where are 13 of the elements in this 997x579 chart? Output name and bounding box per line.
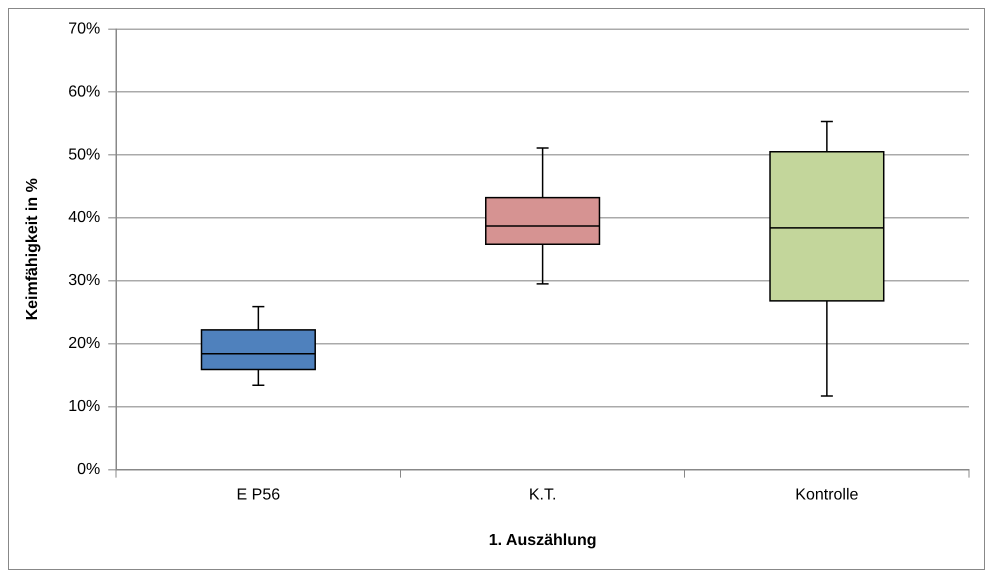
x-axis-title: 1. Auszählung [488, 532, 597, 549]
y-tick-label: 10% [68, 398, 100, 416]
x-tick-label: E P56 [236, 486, 280, 504]
x-tick-label: K.T. [528, 486, 556, 504]
y-tick-label: 40% [68, 209, 100, 226]
y-tick-label: 60% [68, 83, 100, 100]
y-axis-title: Keimfähigkeit in % [24, 178, 42, 320]
y-tick-label: 70% [68, 20, 100, 38]
x-tick-label: Kontrolle [795, 486, 859, 504]
y-tick-label: 30% [68, 272, 100, 290]
y-tick-label: 50% [68, 146, 100, 164]
y-tick-label: 0% [77, 461, 100, 478]
y-tick-label: 20% [68, 335, 100, 352]
